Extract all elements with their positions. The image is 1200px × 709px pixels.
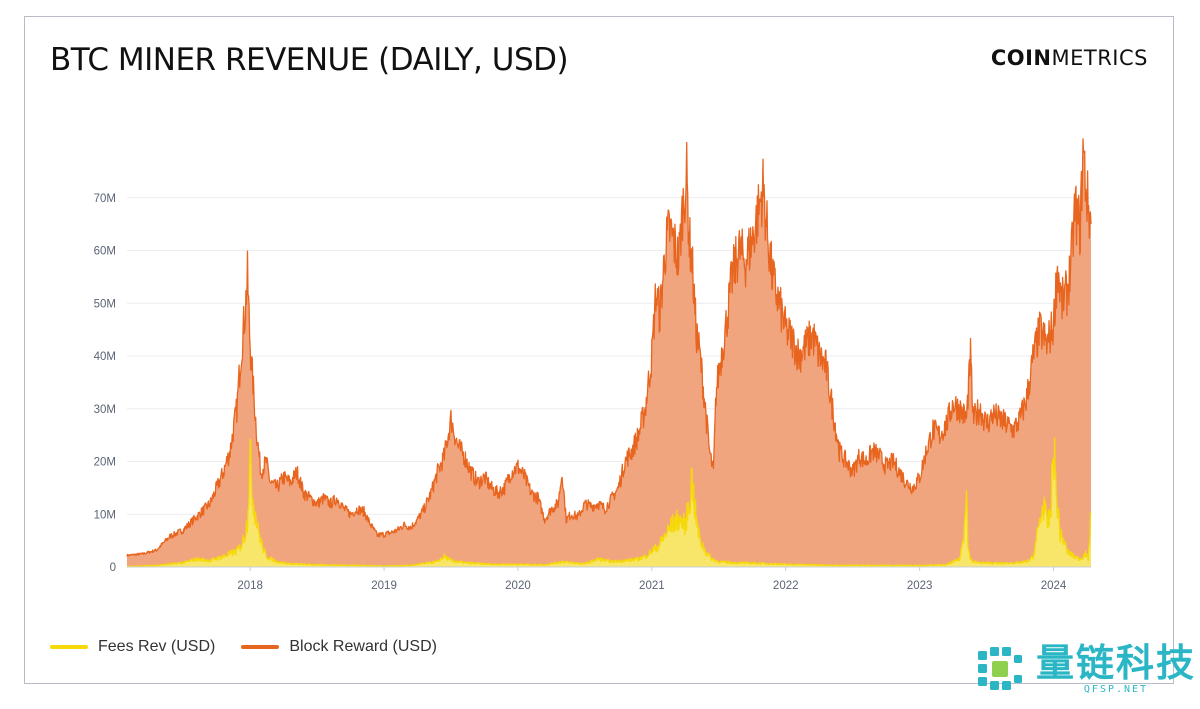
y-tick-label: 20M <box>94 457 116 469</box>
legend-label-block-reward: Block Reward (USD) <box>289 638 437 655</box>
series-layer <box>126 138 1092 568</box>
brand-logo-bold: COIN <box>990 46 1052 70</box>
brand-logo: COINMETRICS <box>991 46 1148 70</box>
x-tick-label: 2018 <box>237 580 263 592</box>
watermark-cn-text: 量链科技 <box>1035 640 1196 685</box>
legend: Fees Rev (USD) Block Reward (USD) <box>50 638 437 656</box>
y-tick-label: 60M <box>94 246 116 258</box>
x-tick-label: 2023 <box>907 580 933 592</box>
chart-title: BTC MINER REVENUE (DAILY, USD) <box>50 42 569 78</box>
y-tick-label: 70M <box>94 193 116 205</box>
y-tick-label: 30M <box>94 404 116 416</box>
block-reward-series-area <box>127 138 1091 567</box>
legend-label-fees: Fees Rev (USD) <box>98 638 216 655</box>
chart-frame <box>24 16 1174 684</box>
y-tick-label: 10M <box>94 509 116 521</box>
x-tick-label: 2020 <box>505 580 531 592</box>
legend-swatch-block-reward <box>241 645 280 649</box>
puzzle-chain-icon <box>977 647 1022 690</box>
legend-item-fees[interactable]: Fees Rev (USD) <box>50 638 215 656</box>
fees-series-line <box>126 437 1092 568</box>
y-tick-label: 40M <box>94 351 116 363</box>
watermark: 量链科技 QFSP.NET <box>974 643 1196 695</box>
block-reward-series-line <box>126 138 1092 557</box>
x-tick-label: 2019 <box>371 580 397 592</box>
x-tick-label: 2022 <box>773 580 799 592</box>
axes: 0 10M 20M 30M 40M 50M 60M 70M 2018 2019 2020 2021 20… <box>94 193 1091 592</box>
x-tick-label: 2024 <box>1041 580 1067 592</box>
y-tick-label: 0 <box>110 562 116 574</box>
legend-swatch-fees <box>50 645 88 649</box>
watermark-en-text: QFSP.NET <box>1083 683 1149 695</box>
legend-item-block-reward[interactable]: Block Reward (USD) <box>241 638 437 656</box>
y-tick-label: 50M <box>94 298 116 310</box>
x-tick-label: 2021 <box>639 580 665 592</box>
brand-logo-light: METRICS <box>1051 46 1148 70</box>
